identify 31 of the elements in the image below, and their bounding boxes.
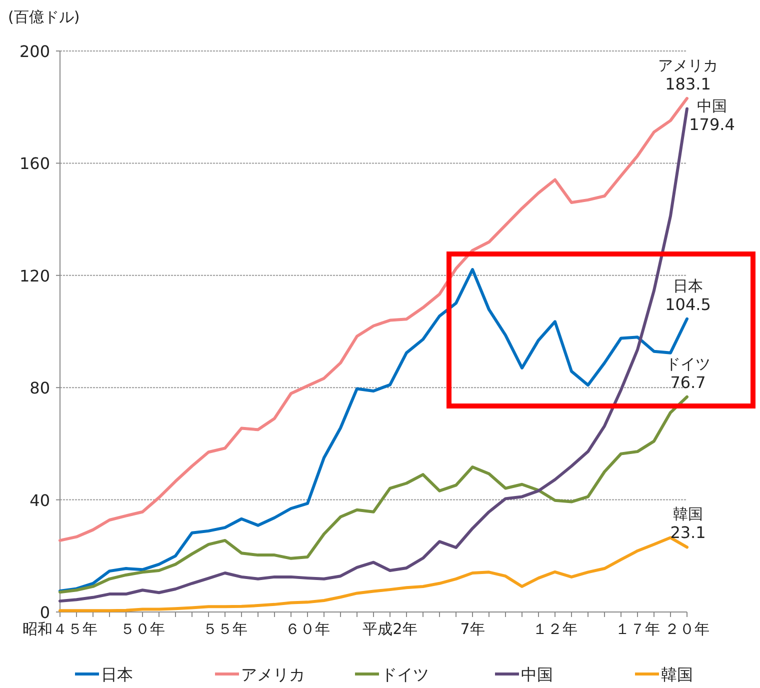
text: 韓国 (673, 505, 703, 524)
data-label: 23.1 (670, 523, 706, 542)
y-axis-title: (百億ドル) (8, 8, 80, 26)
x-tick-label: １７年 (615, 620, 660, 638)
legend-label: 韓国 (661, 665, 693, 684)
x-tick-label: ５０年 (120, 620, 165, 638)
x-tick-label: 平成2年 (362, 620, 418, 638)
y-tick-label: 40 (30, 490, 50, 510)
legend-label: ドイツ (381, 665, 429, 684)
legend-label: アメリカ (241, 665, 305, 684)
text: アメリカ (658, 56, 718, 74)
data-label: 183.1 (665, 74, 711, 94)
legend-label: 日本 (101, 665, 133, 684)
y-tick-label: 0 (40, 603, 50, 622)
y-tick-label: 160 (19, 154, 50, 174)
x-tick-label: ５５年 (202, 620, 248, 638)
y-tick-label: 120 (19, 266, 50, 286)
data-label: 76.7 (670, 372, 706, 392)
text: ドイツ (666, 354, 710, 373)
y-tick-label: 200 (19, 42, 50, 61)
x-tick-label: 昭和４５年 (22, 620, 98, 638)
text: 日本 (673, 276, 703, 295)
text: 中国 (697, 96, 727, 115)
x-tick-label: ２０年 (664, 620, 710, 638)
x-tick-label: ６０年 (285, 620, 330, 638)
y-tick-label: 80 (30, 378, 50, 398)
legend-label: 中国 (521, 665, 553, 684)
data-label: 179.4 (689, 114, 735, 134)
x-tick-label: １２年 (532, 620, 578, 638)
data-label: 104.5 (665, 294, 711, 314)
x-tick-label: 7年 (460, 620, 485, 638)
